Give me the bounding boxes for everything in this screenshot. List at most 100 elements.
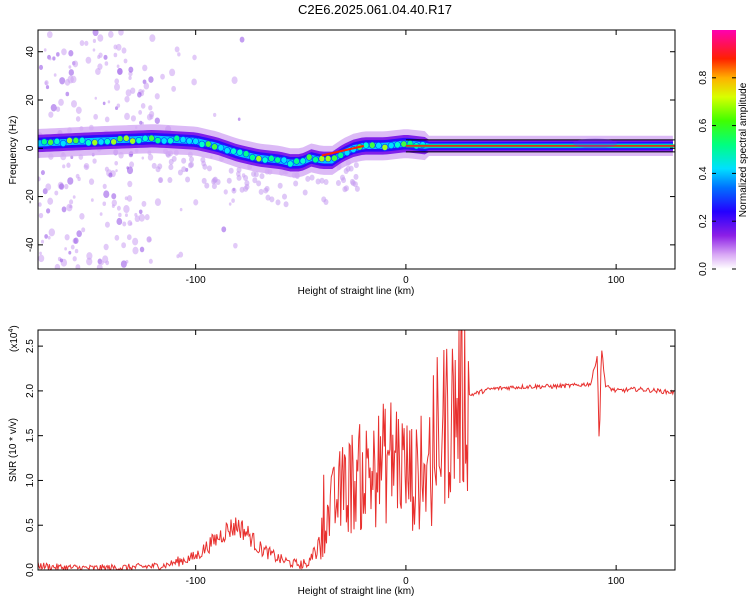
spectrogram-noise: [50, 103, 57, 112]
spectrogram-noise: [132, 237, 139, 246]
spectrogram-noise: [233, 242, 238, 249]
spectrogram-noise: [52, 56, 56, 61]
spectrogram-noise: [200, 156, 206, 163]
spectrogram-noise: [282, 193, 288, 200]
spectrogram-noise: [315, 178, 321, 185]
spectrogram-noise: [53, 73, 57, 77]
spectrogram-peak: [160, 137, 168, 145]
spectrogram-noise: [253, 171, 259, 178]
spectrogram-peak: [394, 141, 401, 149]
spectrogram-peak: [318, 155, 326, 163]
spectrogram-noise: [128, 66, 134, 73]
spectrogram-noise: [130, 87, 136, 94]
spectrogram-noise: [185, 176, 191, 183]
spectrogram-noise: [93, 113, 98, 120]
spectrogram-noise: [116, 64, 120, 68]
spectrogram-noise: [59, 258, 63, 263]
spectrogram-noise: [66, 203, 73, 212]
spectrogram-noise: [349, 178, 355, 185]
spectrogram-noise: [38, 64, 44, 70]
y-tick-label: 1.5: [25, 428, 36, 442]
spectrogram-noise: [309, 174, 315, 181]
spectrogram-noise: [108, 30, 114, 38]
spectrogram-noise: [116, 205, 121, 211]
spectrogram-noise: [94, 96, 97, 100]
spectrogram-noise: [46, 208, 51, 214]
snr-y-ticks: 0.0 0.5 1.0 1.5 2.0 2.5: [25, 339, 675, 577]
spectrogram-peak: [337, 151, 345, 159]
spectrogram-noise: [202, 163, 208, 170]
spectrogram-noise: [76, 230, 82, 238]
spectrogram-noise: [144, 214, 150, 221]
spectrogram-noise: [174, 46, 180, 53]
spectrogram-noise: [228, 202, 232, 206]
spectrogram-noise: [181, 157, 187, 164]
y-tick-label: 0: [25, 145, 36, 151]
spectrogram-noise: [74, 248, 79, 254]
spectrogram-noise: [38, 176, 41, 182]
spectrogram-noise: [226, 177, 232, 184]
spectrogram-noise: [236, 166, 242, 173]
spectrogram-noise: [92, 38, 97, 43]
spectrogram-noise: [104, 166, 109, 172]
spectrogram-noise: [319, 177, 325, 184]
spectrogram-peak: [104, 138, 111, 146]
spectrogram-noise: [116, 217, 123, 226]
spectrogram-noise: [86, 257, 93, 266]
spectrogram-noise: [64, 234, 70, 241]
x-tick-label: -100: [186, 275, 206, 286]
spectrogram-noise: [105, 260, 110, 266]
spectrogram-peak: [274, 156, 281, 164]
spectrogram-noise: [61, 206, 67, 213]
snr-panel: -100 0 100 0.0 0.5 1.0 1.5 2.0 2.5 Height of st…: [8, 325, 676, 597]
spectrogram-noise: [263, 187, 269, 194]
spectrogram-noise: [138, 209, 143, 215]
spectrogram-noise: [302, 189, 308, 196]
spectrogram-marks: [38, 30, 675, 269]
spectrogram-noise: [188, 161, 194, 168]
chart-title: C2E6.2025.061.04.40.R17: [298, 2, 452, 17]
spectrogram-noise: [124, 213, 128, 217]
spectrogram-noise: [341, 177, 347, 184]
y-tick-label: -20: [25, 189, 36, 204]
spectrogram-peak: [331, 154, 338, 162]
spectrogram-noise: [111, 199, 117, 207]
spectrogram-noise: [176, 254, 180, 259]
spectrogram-peak: [268, 154, 275, 162]
spectrogram-noise: [149, 114, 154, 120]
spectrogram-noise: [121, 242, 127, 249]
spectrogram-noise: [126, 166, 134, 175]
spectrogram-peak: [198, 140, 206, 148]
spectrogram-noise: [68, 50, 74, 57]
spectrogram-noise: [84, 40, 89, 46]
colorbar-tick-label: 0.2: [698, 214, 709, 228]
spectrogram-peak: [173, 134, 181, 142]
spectrogram-noise: [79, 40, 85, 46]
spectrogram-noise: [171, 85, 177, 92]
spectrogram-peak: [72, 137, 80, 145]
colorbar-gradient: [712, 30, 736, 269]
spectrogram-noise: [75, 106, 82, 114]
x-tick-label: 0: [403, 576, 409, 587]
spectrogram-noise: [353, 173, 359, 180]
spectrogram-noise: [103, 190, 110, 199]
colorbar-ticks: 0.0 0.2 0.4 0.6 0.8: [698, 70, 736, 276]
spectrogram-noise: [179, 207, 183, 212]
spectrogram-noise: [141, 200, 147, 207]
spectrogram-noise: [68, 69, 74, 76]
spectrogram-noise: [167, 177, 173, 184]
spectrogram-noise: [213, 112, 217, 117]
spectrogram-peak: [154, 136, 162, 144]
spectrogram-noise: [275, 199, 281, 206]
snr-y-label: SNR (10 * v/v): [8, 418, 19, 482]
spectrogram-noise: [132, 246, 139, 255]
spectrogram-noise: [102, 201, 107, 207]
spectrogram-peak: [375, 142, 382, 150]
spectrogram-noise: [68, 250, 72, 255]
spectrogram-noise: [92, 30, 99, 37]
spectrogram-noise: [69, 199, 74, 205]
spectrogram-noise: [353, 162, 359, 169]
spectrogram-peak: [53, 137, 61, 145]
spectrogram-peak: [299, 157, 307, 165]
spectrogram-noise: [68, 65, 72, 69]
